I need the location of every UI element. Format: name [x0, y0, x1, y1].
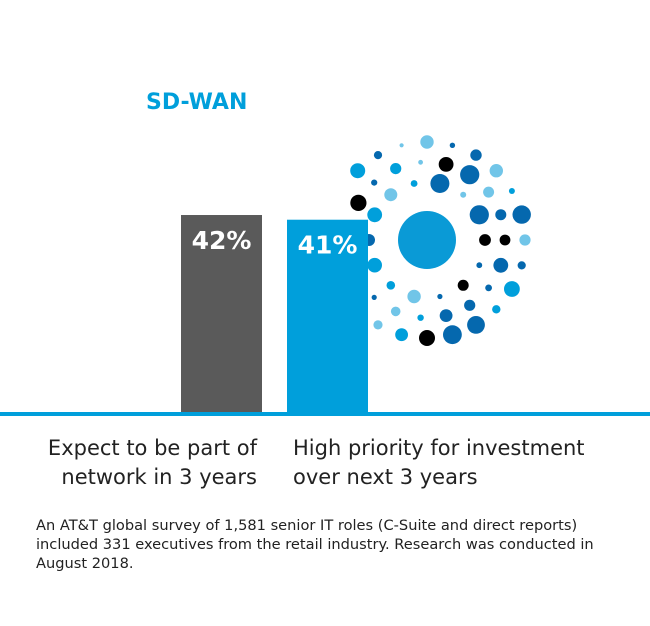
decor-dot: [512, 205, 531, 224]
decor-dot: [449, 142, 456, 148]
decor-dot: [420, 135, 434, 149]
decor-dot: [430, 174, 450, 193]
decor-dot: [350, 163, 366, 179]
decor-dot: [489, 164, 503, 178]
decor-dot: [367, 207, 383, 223]
decor-dot: [407, 289, 421, 304]
decor-dot: [485, 284, 492, 292]
decor-dot: [469, 205, 489, 225]
decor-dot: [443, 325, 462, 345]
decor-dot: [395, 328, 408, 342]
decor-dot: [410, 180, 418, 187]
decor-dot: [517, 261, 526, 270]
category-label: Expect to be part of network in 3 years: [47, 436, 257, 489]
decor-dot: [398, 211, 456, 269]
decor-dot: [390, 306, 401, 317]
decor-dot: [464, 299, 476, 311]
decor-dot: [438, 157, 454, 172]
value-label: 42%: [192, 226, 252, 255]
baseline: [0, 412, 650, 416]
decor-dot: [371, 179, 378, 186]
value-label: 41%: [298, 231, 358, 260]
category-label: High priority for investment over next 3…: [293, 436, 585, 489]
decor-dot: [437, 293, 443, 300]
decor-dot: [476, 262, 483, 269]
decor-dot: [504, 281, 520, 297]
decor-dot: [390, 163, 402, 175]
decor-dot: [418, 159, 423, 165]
decor-dot: [492, 305, 501, 314]
decor-dot: [439, 309, 453, 322]
decor-dot: [457, 279, 469, 291]
decor-dot: [499, 234, 511, 246]
bar: [181, 215, 262, 412]
footnote: An AT&T global survey of 1,581 senior IT…: [36, 517, 594, 572]
decor-dot: [508, 188, 515, 194]
decor-dot: [384, 188, 398, 202]
decor-dot: [373, 320, 383, 330]
chart-title: SD-WAN: [146, 90, 248, 115]
decor-dot: [495, 209, 507, 221]
decor-dot: [399, 143, 404, 148]
decor-dot: [371, 294, 377, 300]
decor-dot: [519, 234, 531, 246]
decor-dot: [350, 194, 367, 211]
decor-dot: [470, 149, 482, 161]
decor-dot: [367, 257, 383, 273]
decor-dot: [460, 191, 467, 198]
decor-dot: [417, 314, 424, 321]
decor-dot: [373, 151, 383, 160]
decor-dot: [483, 186, 495, 198]
bar: [287, 219, 368, 412]
decor-dot: [467, 316, 485, 334]
decor-dot: [419, 330, 435, 346]
decor-dot: [479, 234, 491, 246]
decor-dot: [386, 281, 396, 290]
decor-dot: [460, 165, 480, 185]
decor-dot: [493, 257, 509, 273]
